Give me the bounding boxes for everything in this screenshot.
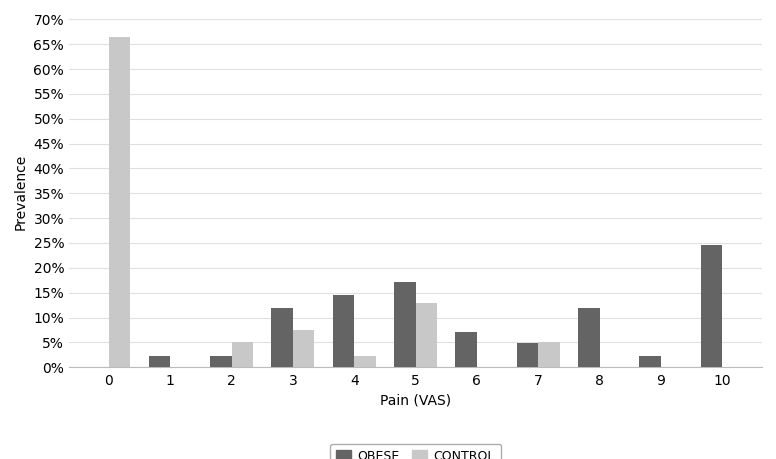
Bar — [578, 308, 600, 367]
Bar — [517, 343, 539, 367]
Bar — [293, 330, 314, 367]
Bar — [355, 356, 376, 367]
Legend: OBESE, CONTROL: OBESE, CONTROL — [330, 443, 501, 459]
Bar — [210, 356, 231, 367]
Bar — [394, 282, 416, 367]
Bar — [639, 356, 661, 367]
Bar — [539, 342, 559, 367]
X-axis label: Pain (VAS): Pain (VAS) — [380, 394, 451, 408]
Bar — [333, 295, 355, 367]
Bar — [456, 332, 477, 367]
Bar — [231, 342, 253, 367]
Bar — [149, 356, 170, 367]
Bar — [416, 302, 437, 367]
Y-axis label: Prevalence: Prevalence — [14, 154, 28, 230]
Bar — [272, 308, 293, 367]
Bar — [109, 37, 130, 367]
Bar — [701, 246, 722, 367]
